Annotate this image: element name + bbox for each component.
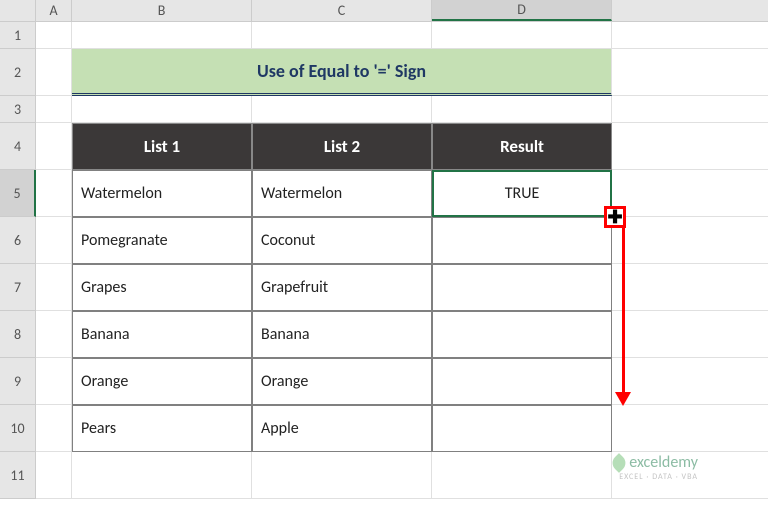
cell-C9[interactable]: Orange	[252, 358, 432, 405]
select-all-corner[interactable]	[0, 0, 36, 21]
cell-B7[interactable]: Grapes	[72, 264, 252, 311]
cell-B10[interactable]: Pears	[72, 405, 252, 452]
title-cell[interactable]: Use of Equal to '=' Sign	[72, 49, 612, 96]
cell-C7[interactable]: Grapefruit	[252, 264, 432, 311]
cell-C8[interactable]: Banana	[252, 311, 432, 358]
cell-D3[interactable]	[432, 96, 612, 123]
cell-A3[interactable]	[36, 96, 72, 123]
cell-C6[interactable]: Coconut	[252, 217, 432, 264]
cell-A4[interactable]	[36, 123, 72, 170]
cell-pad6[interactable]	[612, 217, 768, 264]
fill-cursor-icon: ✚	[604, 206, 626, 228]
watermark: exceldemy EXCEL · DATA · VBA	[612, 453, 698, 482]
cell-pad1[interactable]	[612, 22, 768, 49]
col-header-D[interactable]: D	[432, 0, 612, 21]
cell-A7[interactable]	[36, 264, 72, 311]
col-header-B[interactable]: B	[72, 0, 252, 21]
spreadsheet-grid: A B C D 1 2 Use of Equal to '=' Sign 3 4…	[0, 0, 768, 514]
row-header-11[interactable]: 11	[0, 452, 36, 499]
cell-D6[interactable]	[432, 217, 612, 264]
cell-pad3[interactable]	[612, 96, 768, 123]
cell-D1[interactable]	[432, 22, 612, 49]
row-header-6[interactable]: 6	[0, 217, 36, 264]
column-headers: A B C D	[0, 0, 768, 22]
row-header-10[interactable]: 10	[0, 405, 36, 452]
drag-arrow-head-icon	[615, 392, 631, 406]
cell-pad4[interactable]	[612, 123, 768, 170]
cell-B9[interactable]: Orange	[72, 358, 252, 405]
row-header-5[interactable]: 5	[0, 170, 36, 217]
row-header-3[interactable]: 3	[0, 96, 36, 123]
cell-C10[interactable]: Apple	[252, 405, 432, 452]
cell-pad9[interactable]	[612, 358, 768, 405]
cell-A9[interactable]	[36, 358, 72, 405]
cell-A11[interactable]	[36, 452, 72, 499]
header-list1[interactable]: List 1	[72, 123, 252, 170]
cell-pad7[interactable]	[612, 264, 768, 311]
cell-D9[interactable]	[432, 358, 612, 405]
row-header-9[interactable]: 9	[0, 358, 36, 405]
cell-pad5[interactable]	[612, 170, 768, 217]
leaf-icon	[609, 454, 629, 474]
cell-A10[interactable]	[36, 405, 72, 452]
cell-C3[interactable]	[252, 96, 432, 123]
cell-pad2[interactable]	[612, 49, 768, 96]
cell-D8[interactable]	[432, 311, 612, 358]
cell-D11[interactable]	[432, 452, 612, 499]
cell-B1[interactable]	[72, 22, 252, 49]
drag-arrow-line	[622, 228, 625, 393]
header-list2[interactable]: List 2	[252, 123, 432, 170]
cell-B3[interactable]	[72, 96, 252, 123]
col-header-A[interactable]: A	[36, 0, 72, 21]
col-header-C[interactable]: C	[252, 0, 432, 21]
cell-pad8[interactable]	[612, 311, 768, 358]
cell-A6[interactable]	[36, 217, 72, 264]
row-header-8[interactable]: 8	[0, 311, 36, 358]
row-header-4[interactable]: 4	[0, 123, 36, 170]
cell-A2[interactable]	[36, 49, 72, 96]
col-header-pad	[612, 0, 768, 21]
row-header-1[interactable]: 1	[0, 22, 36, 49]
cell-C5[interactable]: Watermelon	[252, 170, 432, 217]
header-result[interactable]: Result	[432, 123, 612, 170]
watermark-tag: EXCEL · DATA · VBA	[612, 472, 698, 482]
cell-D7[interactable]	[432, 264, 612, 311]
cell-D5[interactable]: TRUE	[432, 170, 612, 217]
row-header-7[interactable]: 7	[0, 264, 36, 311]
cell-pad10[interactable]	[612, 405, 768, 452]
cell-B5[interactable]: Watermelon	[72, 170, 252, 217]
cell-A8[interactable]	[36, 311, 72, 358]
watermark-brand: exceldemy	[629, 453, 698, 472]
cell-B8[interactable]: Banana	[72, 311, 252, 358]
cell-D10[interactable]	[432, 405, 612, 452]
cell-C1[interactable]	[252, 22, 432, 49]
row-header-2[interactable]: 2	[0, 49, 36, 96]
cell-B6[interactable]: Pomegranate	[72, 217, 252, 264]
cell-B11[interactable]	[72, 452, 252, 499]
cell-A1[interactable]	[36, 22, 72, 49]
cell-A5[interactable]	[36, 170, 72, 217]
cell-C11[interactable]	[252, 452, 432, 499]
